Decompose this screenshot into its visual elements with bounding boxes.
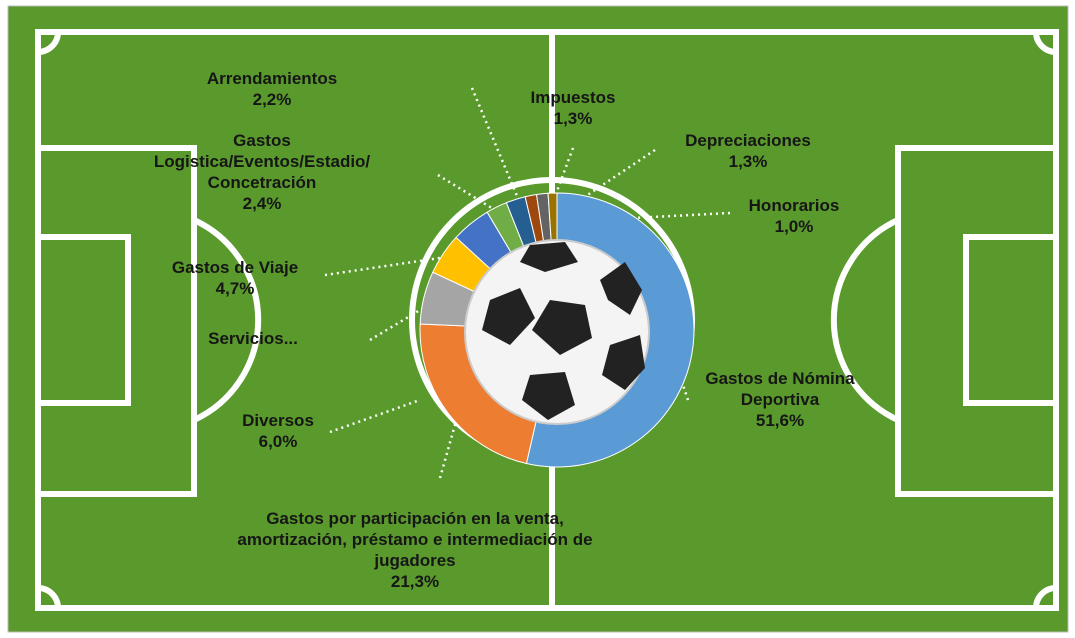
label-value: 21,3% (390, 572, 440, 591)
label-name: Honorarios (748, 196, 840, 215)
field-lines (35, 29, 1059, 611)
label-value: 4,7% (215, 279, 255, 298)
data-label: Depreciaciones 1,3% (653, 130, 843, 172)
label-name: Servicios... (208, 329, 298, 348)
label-name: Gastos Logistica/Eventos/Estadio/ Concet… (153, 131, 371, 192)
data-label: Servicios... (173, 328, 333, 349)
data-label: Gastos por participación en la venta, am… (235, 508, 595, 592)
label-name: Arrendamientos (206, 69, 338, 88)
data-label: Arrendamientos 2,2% (182, 68, 362, 110)
label-name: Gastos de Nómina Deportiva (705, 369, 855, 409)
label-value: 1,0% (774, 217, 814, 236)
data-label: Diversos 6,0% (203, 410, 353, 452)
label-name: Impuestos (530, 88, 616, 107)
label-value: 51,6% (755, 411, 805, 430)
label-value: 2,2% (252, 90, 292, 109)
label-name: Diversos (242, 411, 314, 430)
data-label: Gastos de Viaje 4,7% (145, 257, 325, 299)
label-name: Depreciaciones (685, 131, 811, 150)
label-value: 2,4% (242, 194, 282, 213)
label-value: 1,3% (553, 109, 593, 128)
data-label: Honorarios 1,0% (719, 195, 869, 237)
ball (464, 239, 650, 425)
data-label: Impuestos 1,3% (498, 87, 648, 129)
label-value: 1,3% (728, 152, 768, 171)
data-label: Gastos de Nómina Deportiva 51,6% (675, 368, 885, 431)
label-value: 6,0% (258, 432, 298, 451)
label-name: Gastos de Viaje (171, 258, 299, 277)
label-name: Gastos por participación en la venta, am… (237, 509, 593, 570)
data-label: Gastos Logistica/Eventos/Estadio/ Concet… (142, 130, 382, 214)
